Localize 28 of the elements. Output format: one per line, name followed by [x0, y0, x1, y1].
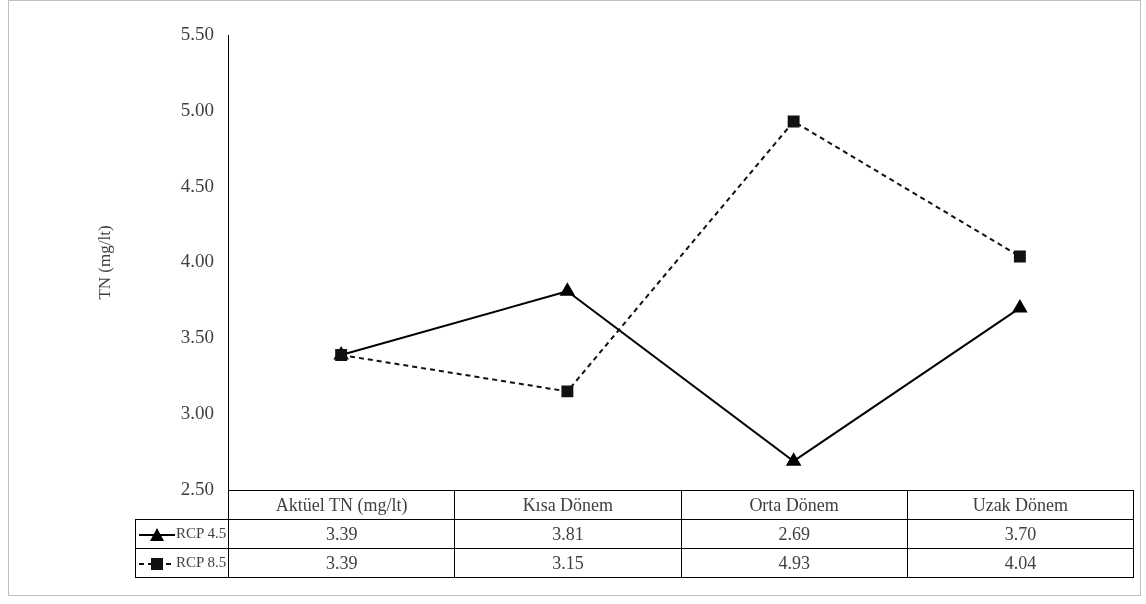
y-tick-label: 3.00	[180, 402, 214, 424]
point	[787, 115, 800, 128]
data-label: 3.70	[907, 519, 1134, 549]
data-label: 2.69	[681, 519, 908, 549]
point	[1013, 250, 1026, 263]
y-tick-label: 4.00	[180, 250, 214, 272]
data-label: 4.04	[907, 548, 1134, 578]
data-label: 3.15	[454, 548, 681, 578]
data-label: 3.81	[454, 519, 681, 549]
x-tick-label: Aktüel TN (mg/lt)	[228, 490, 455, 520]
y-tick-label: 5.50	[180, 22, 214, 44]
data-label: 4.93	[681, 548, 908, 578]
data-label: 3.39	[228, 519, 455, 549]
legend-label: RCP 8.5	[176, 554, 227, 571]
x-tick-label: Kısa Dönem	[454, 490, 681, 520]
point	[561, 385, 574, 398]
y-axis-title: TN (mg/lt)	[94, 225, 114, 300]
y-tick-label: 4.50	[180, 174, 214, 196]
point	[1012, 300, 1027, 313]
point	[786, 453, 801, 466]
y-tick-label: 5.00	[180, 98, 214, 120]
y-tick-label: 2.50	[180, 477, 214, 499]
legend-label: RCP 4.5	[176, 525, 227, 542]
x-tick-label: Orta Dönem	[681, 490, 908, 520]
data-label: 3.39	[228, 548, 455, 578]
y-tick-label: 3.50	[180, 326, 214, 348]
point	[560, 283, 575, 296]
x-tick-label: Uzak Dönem	[907, 490, 1134, 520]
